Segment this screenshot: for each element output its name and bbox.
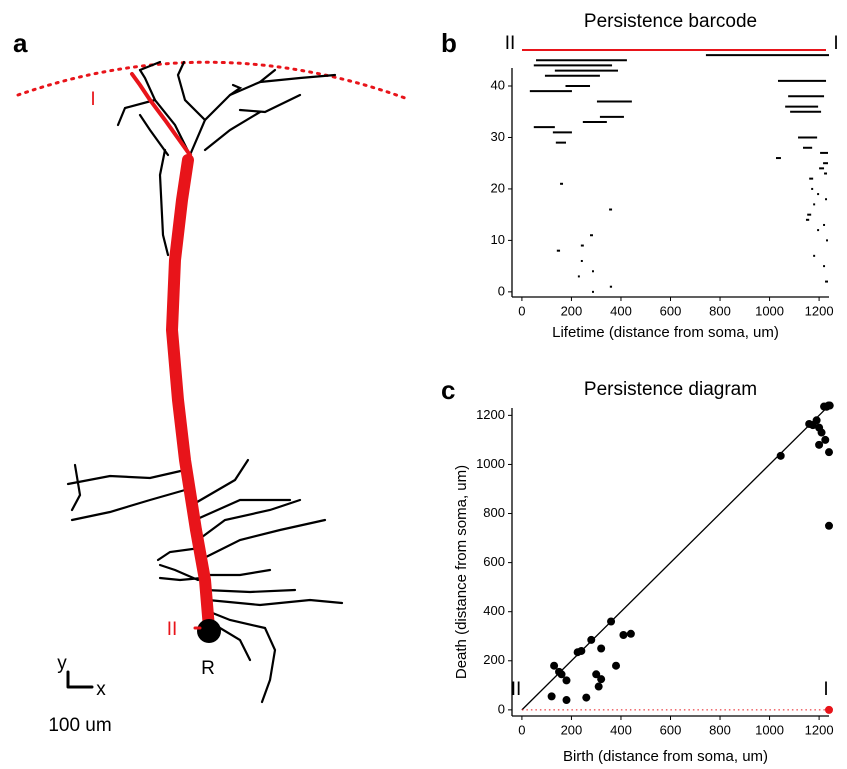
scale-bar: [66, 670, 94, 689]
y-tick-label: 1200: [476, 407, 505, 422]
panel-label: a: [13, 28, 28, 58]
point: [820, 402, 829, 411]
scale-y-label: y: [57, 653, 67, 674]
point: [821, 435, 830, 444]
point: [626, 629, 635, 638]
y-tick-label: 600: [483, 554, 505, 569]
panel-label: b: [441, 28, 457, 58]
x-tick-label: 1000: [755, 303, 784, 318]
point: [619, 631, 628, 640]
point: [562, 696, 571, 705]
x-tick-label: 400: [610, 722, 632, 737]
x-tick-label: 200: [561, 722, 583, 737]
point: [805, 419, 814, 428]
point: [550, 661, 559, 670]
point: [612, 661, 621, 670]
neuron: [16, 60, 407, 704]
point: [825, 448, 833, 457]
point: [557, 670, 566, 679]
point: [573, 648, 582, 657]
x-tick-label: 800: [709, 303, 731, 318]
chart-title: Persistence barcode: [584, 11, 757, 32]
y-tick-label: 10: [491, 232, 505, 247]
point: [587, 635, 596, 644]
point: [562, 676, 571, 685]
x-axis-label: Birth (distance from soma, um): [563, 748, 768, 765]
point: [817, 428, 826, 437]
y-tick-label: 0: [498, 283, 505, 298]
root-label: II: [167, 619, 178, 640]
diagonal: [521, 405, 830, 711]
point: [592, 670, 601, 679]
x-tick-label: 600: [660, 722, 682, 737]
scale-bar-label: 100 um: [48, 715, 111, 736]
x-tick-label: 1200: [805, 303, 834, 318]
x-tick-label: 0: [518, 303, 525, 318]
x-axis-label: Lifetime (distance from soma, um): [552, 324, 779, 341]
soma: [197, 619, 221, 643]
tip-label: I: [90, 89, 95, 110]
x-tick-label: 200: [561, 303, 583, 318]
point: [594, 682, 603, 691]
y-tick-label: 30: [491, 129, 505, 144]
x-tick-label: 1200: [805, 722, 834, 737]
scale-x-label: x: [96, 679, 106, 700]
y-tick-label: 200: [483, 652, 505, 667]
y-tick-label: 800: [483, 505, 505, 520]
y-tick-label: 20: [491, 180, 505, 195]
dendrites: [66, 60, 344, 704]
x-tick-label: 0: [518, 722, 525, 737]
x-tick-label: 1000: [755, 722, 784, 737]
y-tick-label: 40: [491, 77, 505, 92]
boundary-arc: [16, 60, 407, 100]
y-tick-label: 0: [498, 701, 505, 716]
y-axis-label: Death (distance from soma, um): [453, 465, 470, 679]
x-tick-label: 800: [709, 722, 731, 737]
point: [815, 440, 824, 449]
point: [597, 675, 606, 684]
end-label: I: [833, 33, 838, 54]
point: [607, 617, 616, 626]
highlight-point: [825, 705, 833, 714]
point: [547, 692, 556, 701]
x-tick-label: 400: [610, 303, 632, 318]
x-tick-label: 600: [660, 303, 682, 318]
y-tick-label: 400: [483, 603, 505, 618]
point: [582, 693, 591, 702]
point: [776, 451, 785, 460]
end-label: I: [823, 679, 828, 700]
panel-label: c: [441, 375, 455, 405]
soma-label: R: [201, 658, 215, 679]
start-label: II: [511, 679, 522, 700]
point: [825, 521, 833, 530]
point: [597, 644, 606, 653]
start-label: II: [505, 33, 516, 54]
y-tick-label: 1000: [476, 456, 505, 471]
chart-title: Persistence diagram: [584, 379, 757, 400]
